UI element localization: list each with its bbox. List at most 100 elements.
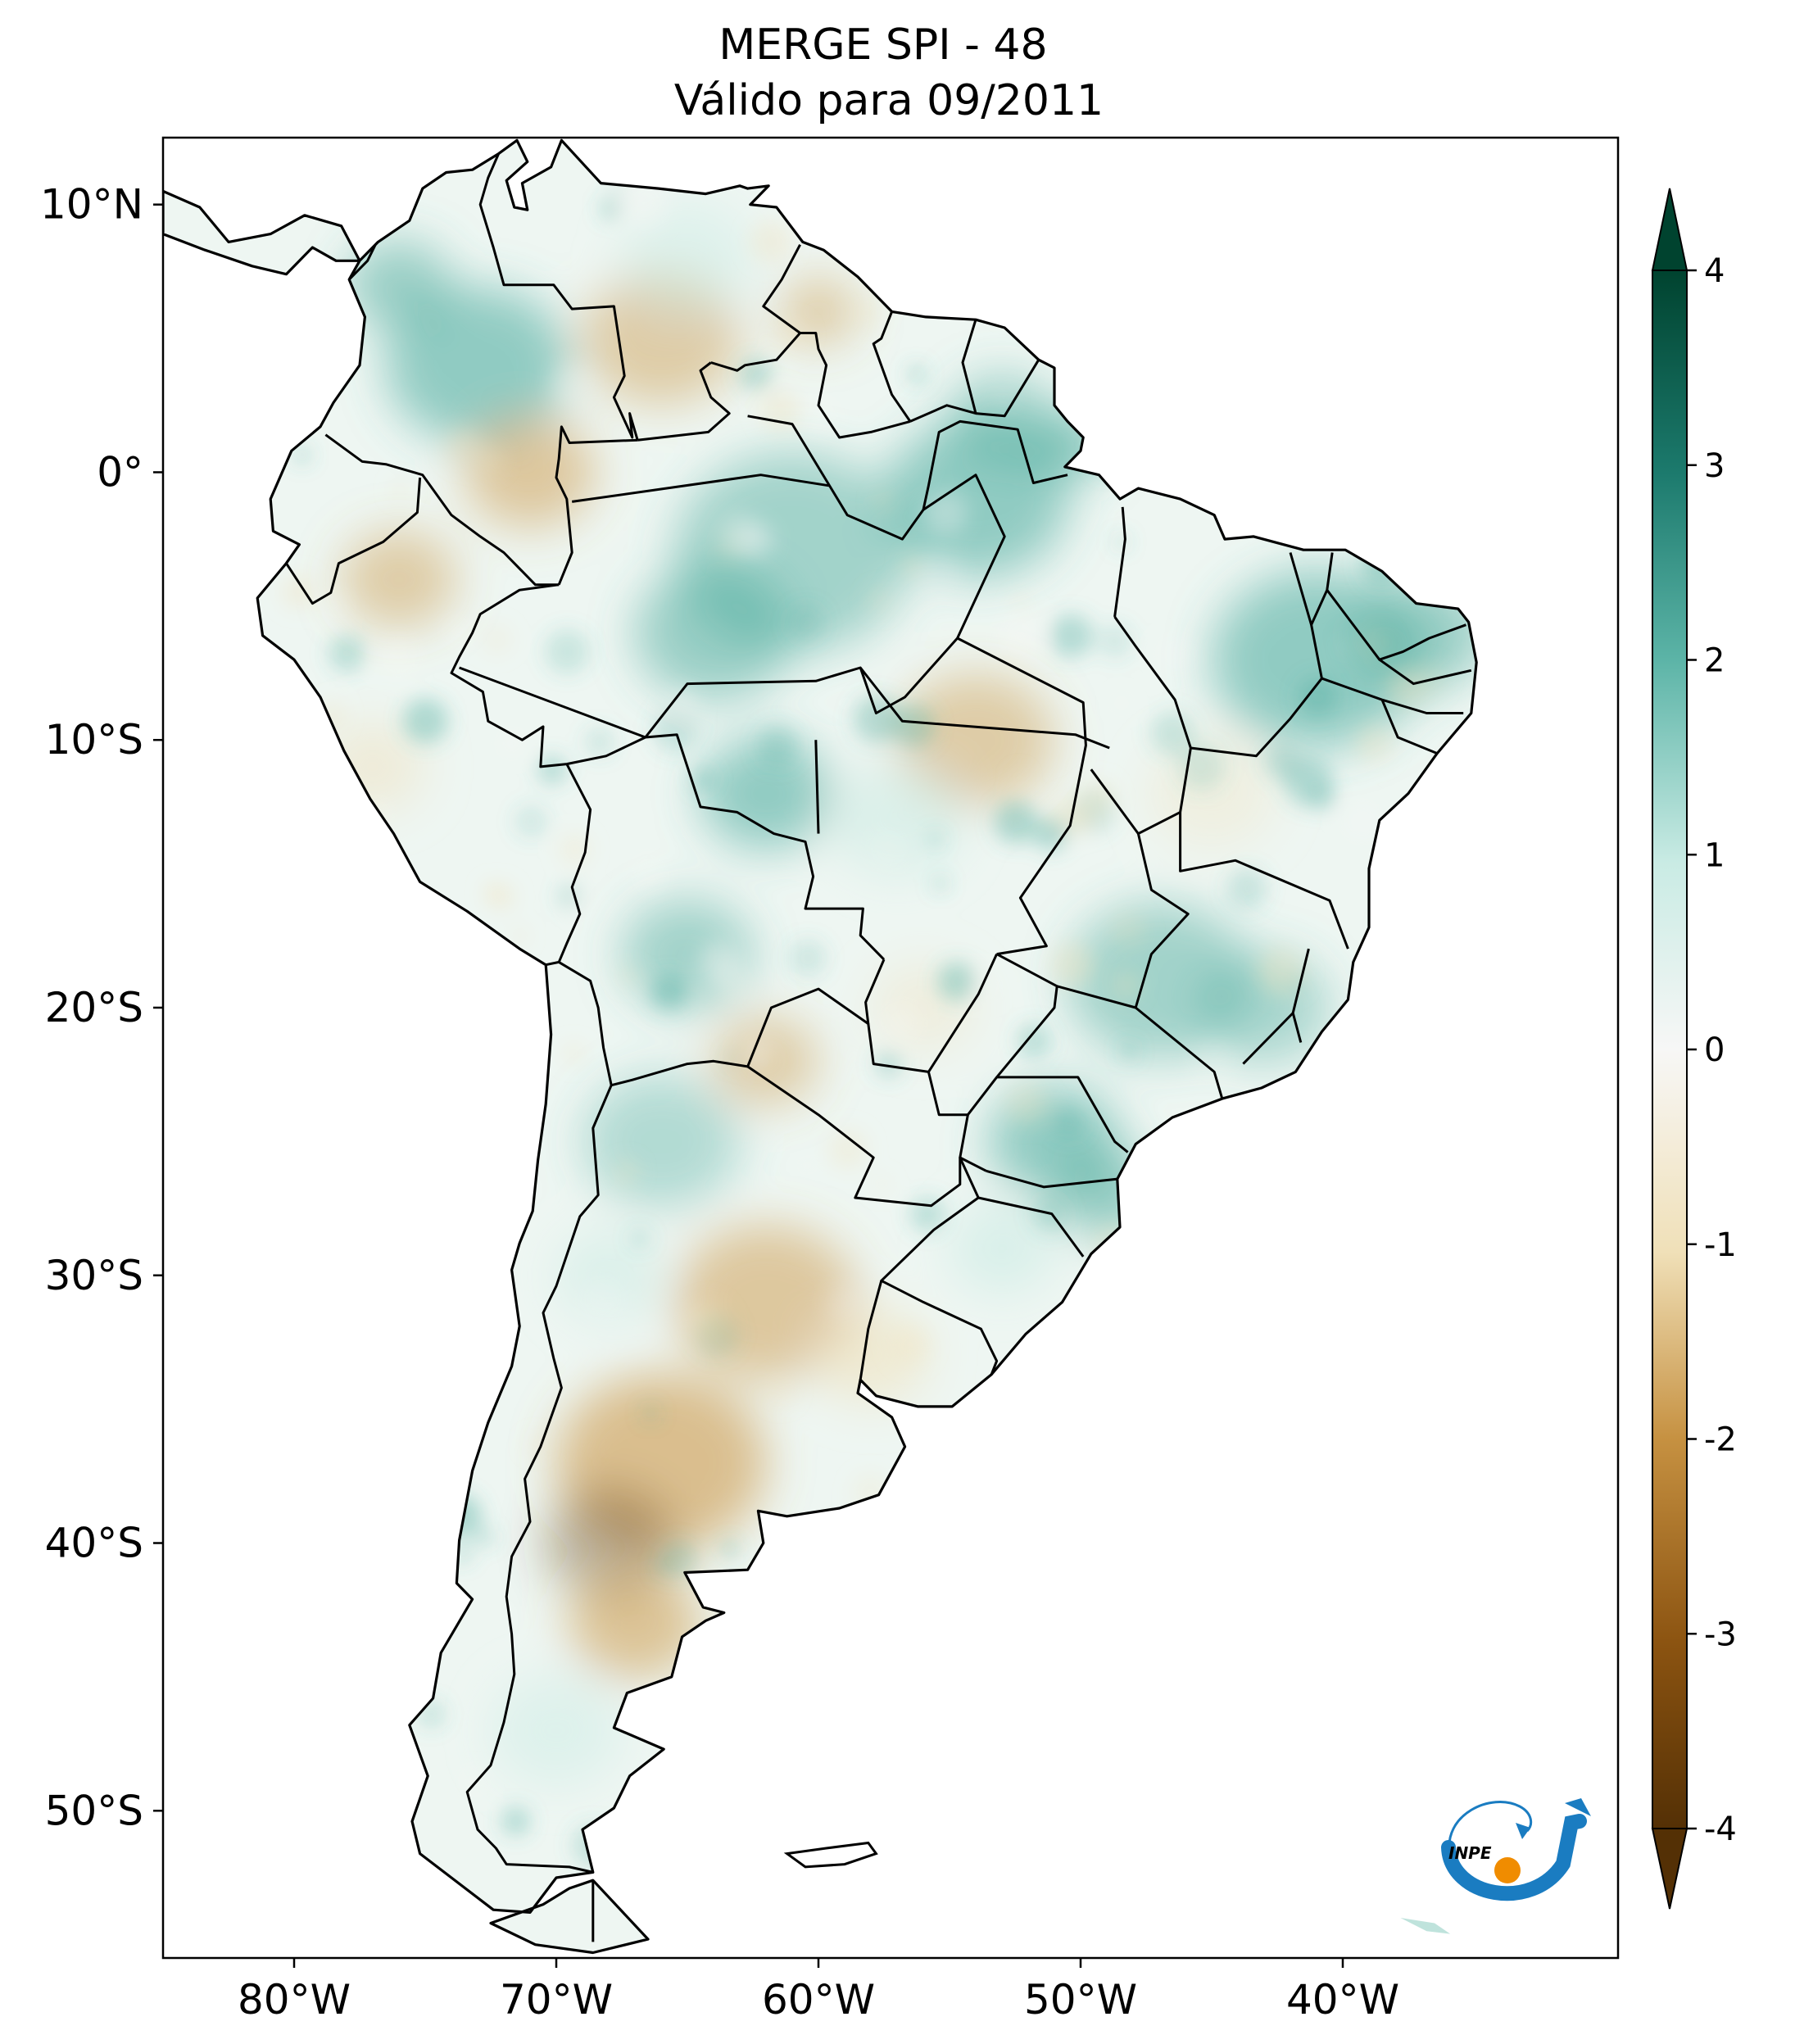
lon-axis: 80°W 70°W 60°W 50°W 40°W	[238, 1958, 1399, 2024]
spi-texture-speck	[759, 389, 801, 432]
spi-texture-speck	[718, 513, 760, 555]
spi-anomaly-patch	[622, 202, 753, 314]
border-line	[996, 1076, 1129, 1153]
colorbar: 4 3 2 1 0 -1 -2 -3 -4	[1651, 188, 1737, 1910]
border-line	[324, 433, 560, 587]
border-line	[637, 361, 731, 442]
spi-texture-speck	[1073, 809, 1093, 829]
border-line	[975, 359, 1040, 418]
colorbar-tick-label: 0	[1704, 1031, 1725, 1069]
spi-texture-speck	[632, 856, 667, 891]
map-area	[163, 138, 1618, 1958]
spi-texture-speck	[933, 877, 948, 891]
border-line	[558, 961, 613, 1086]
spi-texture-speck	[1111, 971, 1141, 1000]
colorbar-tick-label: 3	[1704, 447, 1725, 485]
spi-texture-speck	[1014, 596, 1028, 610]
south-georgia	[1400, 1918, 1451, 1934]
spi-anomaly-patch	[950, 374, 1054, 464]
spi-texture-speck	[777, 320, 807, 351]
spi-anomaly-patch	[341, 530, 457, 628]
spi-texture-speck	[614, 1160, 639, 1185]
border-line	[1378, 658, 1472, 686]
spi-texture-speck	[618, 964, 639, 986]
spi-texture-speck	[446, 428, 483, 465]
spi-texture-speck	[890, 1325, 931, 1365]
spi-texture-speck	[514, 804, 548, 839]
border-line	[1190, 552, 1323, 758]
colorbar-tick-label: -2	[1704, 1421, 1737, 1459]
spi-texture-speck	[481, 623, 513, 655]
border-line	[762, 244, 911, 439]
spi-texture-speck	[462, 1770, 485, 1794]
spi-texture-speck	[1049, 942, 1095, 987]
inpe-logo-icon: INPE	[1441, 1798, 1591, 1901]
spi-texture-speck	[660, 1540, 697, 1577]
spi-texture-speck	[446, 619, 471, 645]
border-line	[859, 1280, 883, 1380]
spi-texture-speck	[749, 220, 793, 264]
spi-texture-speck	[801, 398, 838, 434]
colorbar-tick-label: -4	[1704, 1811, 1737, 1848]
border-line	[1134, 833, 1190, 1008]
spi-texture-speck	[1354, 723, 1394, 764]
colorbar-tick-label: 2	[1704, 642, 1725, 680]
spi-texture-speck	[1264, 745, 1300, 781]
spi-texture-speck	[884, 1005, 919, 1040]
spi-texture-speck	[488, 884, 516, 911]
spi-texture-speck	[823, 1284, 864, 1324]
spi-texture-speck	[995, 387, 1013, 406]
spi-texture-speck	[909, 1197, 945, 1232]
spi-texture-speck	[1017, 1024, 1050, 1058]
lat-tick-label: 30°S	[45, 1252, 143, 1299]
lat-tick-label: 0°	[97, 448, 143, 496]
border-line	[1380, 699, 1438, 755]
spi-anomaly-patch	[347, 240, 451, 330]
falkland-islands	[783, 1841, 878, 1869]
border-line	[465, 1085, 613, 1874]
spi-texture-speck	[1192, 1039, 1237, 1084]
spi-texture-speck	[1012, 770, 1027, 785]
spi-texture-speck	[923, 491, 968, 536]
border-line	[610, 959, 886, 1087]
spi-texture-speck	[685, 1308, 705, 1329]
spi-texture-speck	[629, 1228, 650, 1249]
spi-texture-speck	[757, 725, 799, 766]
spi-texture-speck	[725, 1049, 744, 1067]
spi-texture-speck	[1113, 696, 1130, 711]
spi-texture-speck	[902, 556, 922, 577]
spi-texture-speck	[475, 1528, 494, 1547]
spi-texture-speck	[1004, 652, 1023, 672]
border-line	[977, 1196, 1085, 1258]
colorbar-tick-label: -3	[1704, 1616, 1737, 1653]
spi-texture-speck	[501, 732, 524, 755]
spi-texture-speck	[871, 1174, 892, 1195]
lon-tick-label: 60°W	[762, 1976, 875, 2024]
spi-texture-speck	[321, 592, 348, 619]
spi-anomaly-patch	[569, 1567, 700, 1679]
lat-tick-label: 20°S	[45, 984, 143, 1031]
lon-tick-label: 50°W	[1024, 1976, 1137, 2024]
colorbar-gradient	[1652, 270, 1688, 1829]
spi-anomaly-patch	[386, 287, 569, 443]
border-line	[927, 953, 998, 1073]
spi-anomaly-patch	[491, 1675, 622, 1787]
border-line	[1056, 985, 1224, 1099]
border-line	[450, 583, 567, 768]
lat-tick-label: 10°N	[40, 181, 143, 229]
spi-anomaly-patch	[700, 737, 832, 850]
spi-texture-speck	[997, 614, 1044, 659]
spi-texture-speck	[402, 698, 449, 744]
spi-texture-speck	[698, 940, 741, 983]
border-line	[348, 244, 377, 281]
border-line	[747, 415, 1006, 714]
inpe-logo-dot	[1494, 1857, 1521, 1883]
spi-texture-speck	[789, 939, 827, 977]
spi-texture-speck	[1226, 868, 1267, 909]
lat-tick-label: 50°S	[45, 1787, 143, 1834]
spi-texture-speck	[563, 1043, 585, 1064]
border-line	[814, 740, 820, 834]
border-line	[746, 1023, 969, 1208]
spi-texture-speck	[865, 587, 892, 614]
spi-anomaly-patch	[950, 1203, 1054, 1294]
